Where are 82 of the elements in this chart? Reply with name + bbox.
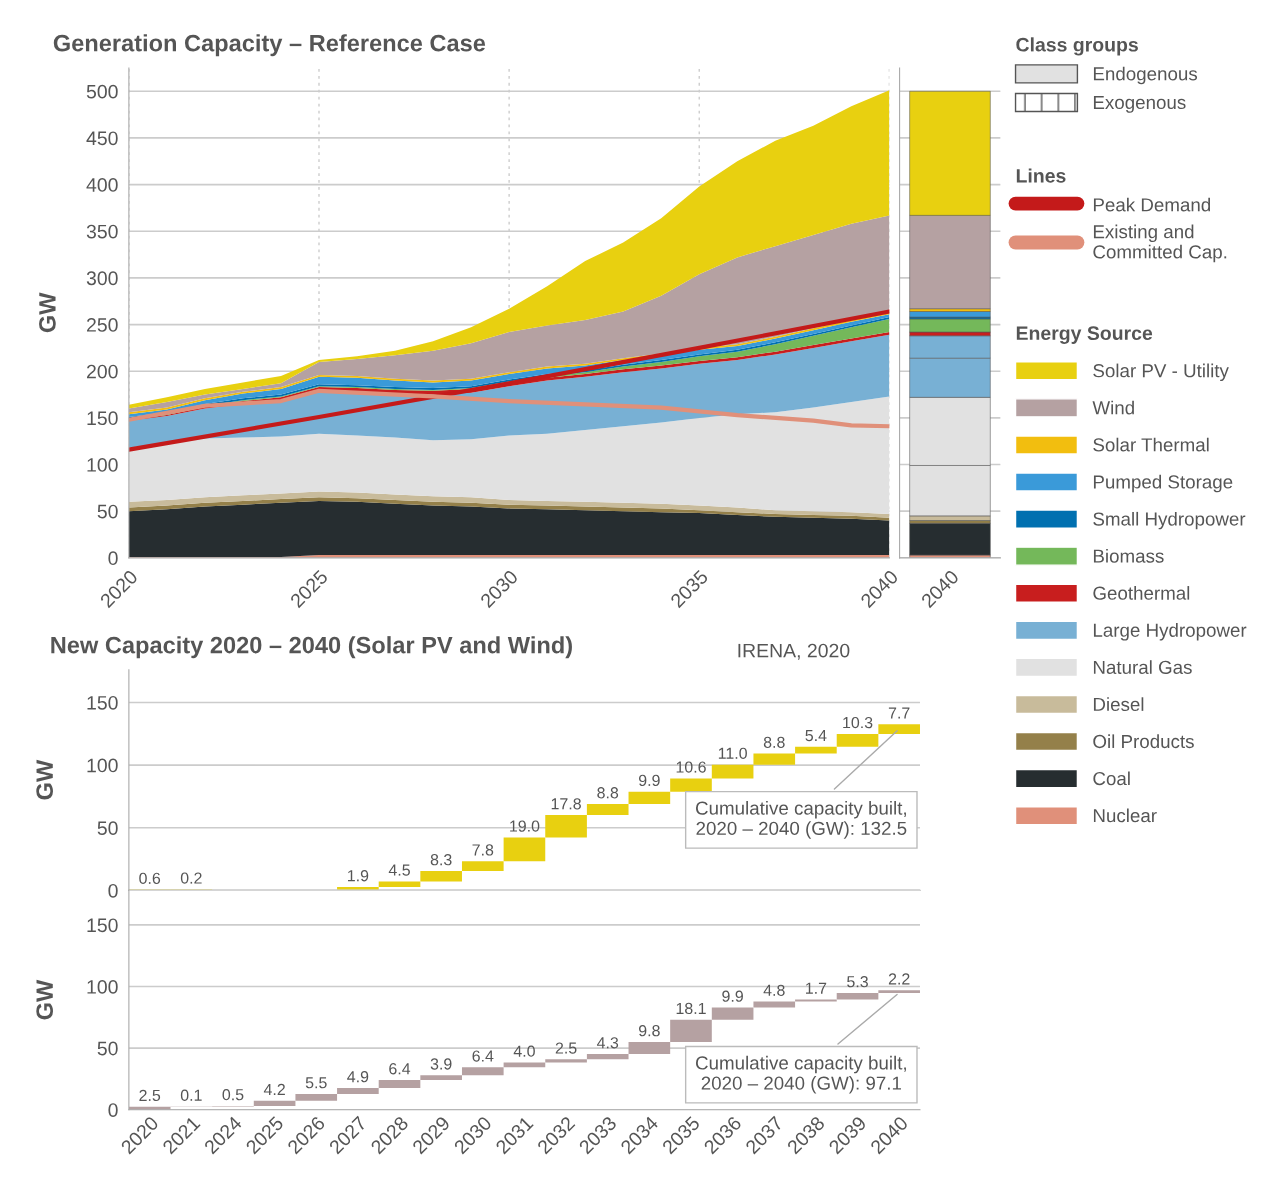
y-tick-label: 150 xyxy=(87,695,118,710)
chart-title: Generation Capacity – Reference Case xyxy=(53,34,486,57)
data-label: 0.2 xyxy=(180,872,202,884)
data-label: 4.5 xyxy=(388,864,410,876)
legend-label: Solar Thermal xyxy=(1093,437,1209,452)
y-axis-title: GW xyxy=(36,979,54,1020)
data-label: 10.3 xyxy=(843,716,873,729)
data-label: 8.3 xyxy=(430,854,452,866)
data-label: 3.9 xyxy=(430,1058,452,1070)
data-label: 2.5 xyxy=(555,1042,577,1054)
y-tick-label: 0 xyxy=(108,883,118,898)
legend-label: Small Hydropower xyxy=(1093,511,1246,530)
y-tick-label: 100 xyxy=(87,458,118,472)
legend-label: Large Hydropower xyxy=(1093,623,1247,641)
y-axis-title: GW xyxy=(39,292,56,333)
text: Lines xyxy=(1016,168,1066,183)
annotation: Cumulative capacity built, 2020 – 2040 (GW): 97.1 xyxy=(695,1055,906,1094)
data-label: 4.0 xyxy=(513,1045,535,1057)
data-label: 2.2 xyxy=(888,973,910,985)
legend-label: Wind xyxy=(1092,400,1134,415)
legend-label: Natural Gas xyxy=(1093,660,1192,674)
data-label: 0.6 xyxy=(139,872,161,885)
y-tick-label: 150 xyxy=(87,411,118,426)
y-tick-label: 150 xyxy=(87,918,118,933)
data-label: 8.8 xyxy=(597,787,619,799)
legend-title: Energy Source xyxy=(1016,326,1153,344)
legend-label: Geothermal xyxy=(1093,586,1190,600)
annotation: Cumulative capacity built, 2020 – 2040 (GW): 132.5 xyxy=(695,801,907,839)
data-label: 5.4 xyxy=(805,730,827,742)
data-label: 4.2 xyxy=(263,1083,285,1095)
y-tick-label: 0 xyxy=(108,551,118,566)
text: Exogenous xyxy=(1093,96,1186,113)
data-label: 4.9 xyxy=(347,1071,369,1083)
data-label: 17.8 xyxy=(551,798,581,810)
data-label: 1.9 xyxy=(348,870,369,882)
data-label: 9.9 xyxy=(722,990,743,1002)
legend-label: Solar PV - Utility xyxy=(1093,363,1229,382)
data-label: 8.8 xyxy=(763,736,785,748)
data-label: 9.8 xyxy=(639,1025,660,1037)
data-label: 9.9 xyxy=(639,774,660,787)
data-label: 0.1 xyxy=(180,1089,202,1101)
y-tick-label: 350 xyxy=(86,224,118,239)
data-label: 5.3 xyxy=(847,976,868,988)
y-tick-label: 50 xyxy=(97,504,118,519)
legend-label: Existing and Committed Cap. xyxy=(1093,224,1227,263)
y-axis-title: GW xyxy=(36,759,54,800)
legend-label: Biomass xyxy=(1093,548,1164,563)
data-label: 1.7 xyxy=(806,982,827,994)
legend-label: Oil Products xyxy=(1093,734,1194,749)
data-label: 7.8 xyxy=(472,844,494,856)
y-tick-label: 250 xyxy=(87,318,118,332)
y-tick-label: 400 xyxy=(86,178,118,192)
y-tick-label: 50 xyxy=(97,821,118,836)
legend-label: Pumped Storage xyxy=(1093,474,1233,493)
data-label: 2.5 xyxy=(139,1089,161,1102)
data-label: 6.4 xyxy=(389,1063,411,1075)
data-label: 4.8 xyxy=(763,984,785,996)
data-label: 7.7 xyxy=(888,707,910,719)
data-label: 5.5 xyxy=(305,1077,327,1089)
y-tick-label: 100 xyxy=(87,758,118,773)
data-label: 0.5 xyxy=(222,1089,244,1101)
y-tick-label: 50 xyxy=(97,1041,118,1056)
data-label: 19.0 xyxy=(510,820,540,832)
text: Class groups xyxy=(1016,37,1138,56)
legend-label: Diesel xyxy=(1093,697,1144,712)
text: IRENA, 2020 xyxy=(738,643,850,660)
data-label: 6.4 xyxy=(472,1050,494,1062)
y-tick-label: 300 xyxy=(86,271,118,286)
y-tick-label: 500 xyxy=(86,84,118,99)
data-label: 18.1 xyxy=(676,1002,706,1015)
legend-label: Nuclear xyxy=(1093,808,1157,823)
legend-label: Peak Demand xyxy=(1093,197,1211,212)
data-label: 4.3 xyxy=(596,1037,619,1049)
data-label: 10.6 xyxy=(676,761,706,773)
text: Endogenous xyxy=(1093,66,1198,85)
y-tick-label: 0 xyxy=(108,1103,118,1117)
data-label: 11.0 xyxy=(718,747,747,759)
y-tick-label: 100 xyxy=(87,980,118,994)
y-tick-label: 200 xyxy=(87,364,118,379)
legend-label: Coal xyxy=(1093,771,1130,786)
y-tick-label: 450 xyxy=(86,131,118,146)
chart-title: New Capacity 2020 – 2040 (Solar PV and Wind) xyxy=(51,636,572,659)
